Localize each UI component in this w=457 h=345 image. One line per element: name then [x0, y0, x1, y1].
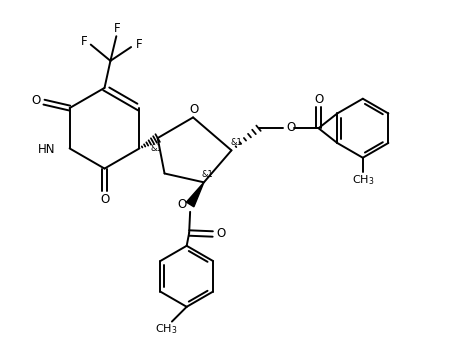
Text: O: O — [177, 198, 186, 211]
Text: HN: HN — [38, 144, 56, 156]
Text: O: O — [32, 94, 41, 107]
Text: &1: &1 — [230, 138, 242, 147]
Polygon shape — [186, 183, 204, 207]
Text: O: O — [190, 102, 199, 116]
Text: CH$_3$: CH$_3$ — [351, 173, 374, 187]
Text: O: O — [100, 193, 109, 206]
Text: CH$_3$: CH$_3$ — [155, 322, 177, 336]
Text: O: O — [216, 227, 225, 240]
Text: F: F — [136, 38, 142, 51]
Text: &1: &1 — [202, 170, 214, 179]
Text: F: F — [114, 22, 121, 35]
Text: &1: &1 — [151, 145, 163, 154]
Text: F: F — [81, 34, 88, 48]
Text: O: O — [314, 93, 324, 106]
Text: O: O — [287, 121, 296, 134]
